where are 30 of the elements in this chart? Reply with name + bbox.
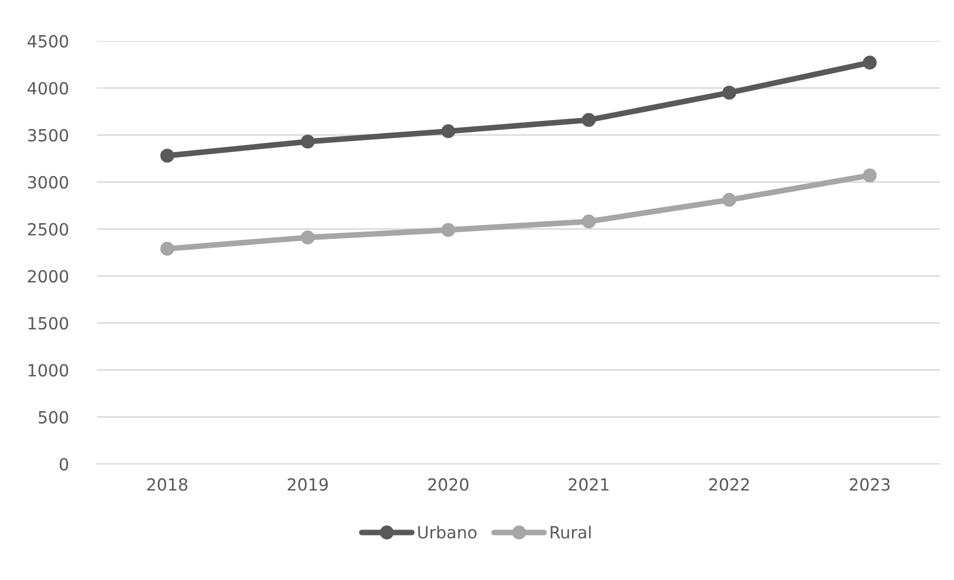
point bbox=[862, 168, 877, 182]
y-tick-label: 2500 bbox=[28, 222, 68, 236]
point bbox=[160, 242, 174, 256]
point bbox=[722, 192, 736, 207]
point bbox=[582, 214, 596, 228]
y-tick-label: 0 bbox=[60, 458, 68, 471]
x-tick-label: 2018 bbox=[147, 478, 188, 491]
y-tick-label: 500 bbox=[38, 410, 68, 424]
x-tick-label: 2020 bbox=[428, 478, 468, 491]
point bbox=[300, 134, 315, 149]
y-tick-label: 1000 bbox=[28, 364, 68, 377]
y-tick-label: 1500 bbox=[28, 316, 68, 330]
x-tick-label: 2023 bbox=[850, 478, 890, 491]
point bbox=[862, 56, 877, 70]
y-tick-label: 3500 bbox=[28, 128, 68, 142]
point bbox=[441, 124, 456, 138]
y-tick-label: 3000 bbox=[28, 176, 68, 189]
legend-label: Urbano bbox=[418, 526, 477, 539]
y-tick-label: 2000 bbox=[28, 270, 68, 283]
point bbox=[722, 86, 736, 100]
x-tick-label: 2021 bbox=[568, 478, 608, 491]
y-tick-label: 4000 bbox=[28, 82, 68, 95]
legend-label: Rural bbox=[550, 526, 591, 539]
point bbox=[160, 148, 174, 163]
point bbox=[300, 230, 315, 244]
point bbox=[582, 113, 596, 127]
x-tick-label: 2022 bbox=[709, 478, 749, 491]
y-tick-label: 4500 bbox=[28, 34, 68, 48]
point bbox=[441, 222, 456, 237]
x-tick-label: 2019 bbox=[288, 478, 328, 491]
